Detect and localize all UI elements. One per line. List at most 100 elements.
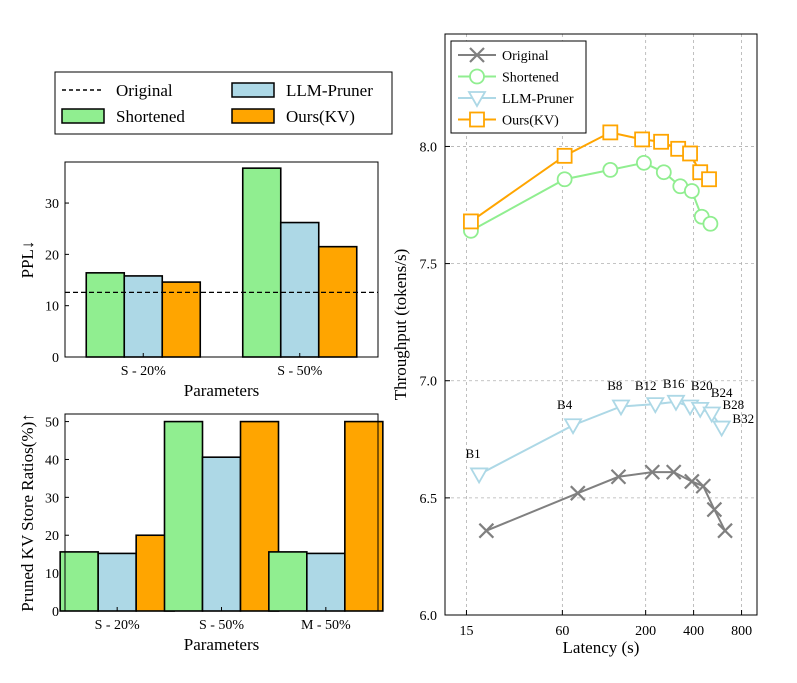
marker-llm-pruner <box>712 420 732 438</box>
marker-original <box>684 473 700 490</box>
x-tick-label: 60 <box>555 624 569 639</box>
marker-llm-pruner <box>645 397 665 414</box>
legend-marker-original <box>469 47 485 63</box>
y-tick-label: 10 <box>45 567 59 582</box>
marker-ours-kv <box>653 133 669 150</box>
bar-llm-pruner-m-50 <box>306 552 346 612</box>
x-axis-label: Latency (s) <box>563 638 640 657</box>
marker-original <box>717 522 733 539</box>
series-line-original <box>485 471 726 532</box>
marker-llm-pruner <box>611 399 631 417</box>
plot-frame <box>64 413 379 612</box>
legend-marker-shortened <box>469 68 485 85</box>
x-tick-label-s-50: S - 50% <box>199 618 244 633</box>
marker-original <box>695 478 712 494</box>
x-tick-label: 400 <box>683 624 704 639</box>
kv-ratio-bar-chart: 0 10 20 30 40 50 S - 20% S - 50% M - 50% Paramete… <box>18 413 384 654</box>
marker-shortened <box>683 183 700 199</box>
bar-ours-kv-m-50 <box>344 420 384 612</box>
y-tick-label: 0 <box>52 605 59 620</box>
legend-swatch-ours-kv <box>231 108 275 124</box>
x-tick-label-s-20: S - 20% <box>95 618 140 633</box>
bar-shortened-s-50 <box>241 167 282 358</box>
marker-original <box>706 501 723 518</box>
bar-shortened-m-50 <box>268 551 308 612</box>
y-tick-label: 6.5 <box>420 492 438 507</box>
legend-marker-llm-pruner <box>467 91 487 108</box>
marker-original <box>478 522 495 539</box>
series-line-llm-pruner <box>478 400 723 476</box>
x-tick-label-s-50: S - 50% <box>277 364 322 379</box>
x-tick-label: 15 <box>459 624 473 639</box>
marker-ours-kv <box>463 213 479 230</box>
y-tick-label: 10 <box>45 300 59 315</box>
annotation-b16: B16 <box>663 376 685 391</box>
marker-llm-pruner <box>666 394 686 412</box>
throughput-latency-chart: 15 60 200 400 800 6.0 6.5 7.0 7.5 8.0 B1 B4 B8 B12 B16… <box>391 33 758 657</box>
annotation-b20: B20 <box>691 378 713 393</box>
marker-llm-pruner <box>702 406 722 424</box>
x-tick-label-m-50: M - 50% <box>301 618 351 633</box>
x-tick-label-s-20: S - 20% <box>121 364 166 379</box>
marker-original <box>570 485 586 501</box>
marker-shortened <box>702 215 719 232</box>
bar-llm-pruner-s-20 <box>97 552 137 612</box>
legend-swatch-llm-pruner <box>231 82 275 98</box>
y-axis-label: Pruned KV Store Ratios(%)↑ <box>18 413 37 611</box>
bar-llm-pruner-s-50 <box>201 456 242 612</box>
y-axis-label: Throughput (tokens/s) <box>391 249 410 401</box>
y-tick-label: 6.0 <box>420 609 438 624</box>
y-tick-label: 50 <box>45 416 59 431</box>
marker-shortened <box>636 154 652 171</box>
legend-label-llm-pruner: LLM-Pruner <box>286 81 373 100</box>
legend-frame <box>54 71 393 135</box>
plot-frame <box>64 161 379 358</box>
bar-llm-pruner-s-20 <box>123 275 164 358</box>
marker-llm-pruner <box>563 418 583 436</box>
marker-ours-kv <box>682 145 698 162</box>
legend-label-ours-kv: Ours(KV) <box>502 114 559 129</box>
x-tick-label: 800 <box>731 624 752 639</box>
marker-llm-pruner <box>469 467 489 485</box>
marker-ours-kv <box>701 171 717 188</box>
legend-label-ours-kv: Ours(KV) <box>286 107 355 126</box>
bar-shortened-s-20 <box>85 272 126 358</box>
annotation-b28: B28 <box>722 397 744 412</box>
annotation-b32: B32 <box>732 411 754 426</box>
legend-marker-ours-kv <box>469 111 485 128</box>
marker-original <box>644 464 661 480</box>
legend-label-llm-pruner: LLM-Pruner <box>502 92 574 107</box>
y-axis-label: PPL↓ <box>18 241 37 279</box>
y-tick-label: 7.0 <box>420 375 438 390</box>
marker-original <box>665 464 682 480</box>
plot-frame <box>444 33 758 616</box>
annotation-b8: B8 <box>607 378 622 393</box>
marker-ours-kv <box>602 124 619 141</box>
legend-label-original: Original <box>116 81 173 100</box>
marker-shortened <box>556 171 573 188</box>
marker-shortened <box>602 161 619 178</box>
annotation-b12: B12 <box>635 378 657 393</box>
y-tick-label: 7.5 <box>420 258 438 273</box>
legend-label-shortened: Shortened <box>116 107 185 126</box>
ppl-bar-chart: 0 10 20 30 S - 20% S - 50% Parameters PPL↓ <box>18 161 379 400</box>
x-axis-label: Parameters <box>184 381 260 400</box>
y-tick-label: 20 <box>45 529 59 544</box>
bar-shortened-s-50 <box>163 420 204 612</box>
legend-label-shortened: Shortened <box>502 71 559 86</box>
annotation-b4: B4 <box>557 397 573 412</box>
marker-shortened <box>655 164 672 181</box>
legend-label-original: Original <box>502 49 549 64</box>
y-tick-label: 30 <box>45 197 59 212</box>
bar-legend: Original LLM-Pruner Shortened Ours(KV) <box>54 71 393 135</box>
line-legend: Original Shortened LLM-Pruner Ours(KV) <box>450 40 587 134</box>
bar-ours-kv-s-50 <box>317 245 358 358</box>
legend-swatch-shortened <box>61 108 105 124</box>
y-tick-label: 20 <box>45 248 59 263</box>
annotation-b1: B1 <box>465 446 480 461</box>
bar-shortened-s-20 <box>59 551 99 612</box>
y-tick-label: 30 <box>45 491 59 506</box>
x-tick-label: 200 <box>635 624 656 639</box>
x-axis-label: Parameters <box>184 635 260 654</box>
